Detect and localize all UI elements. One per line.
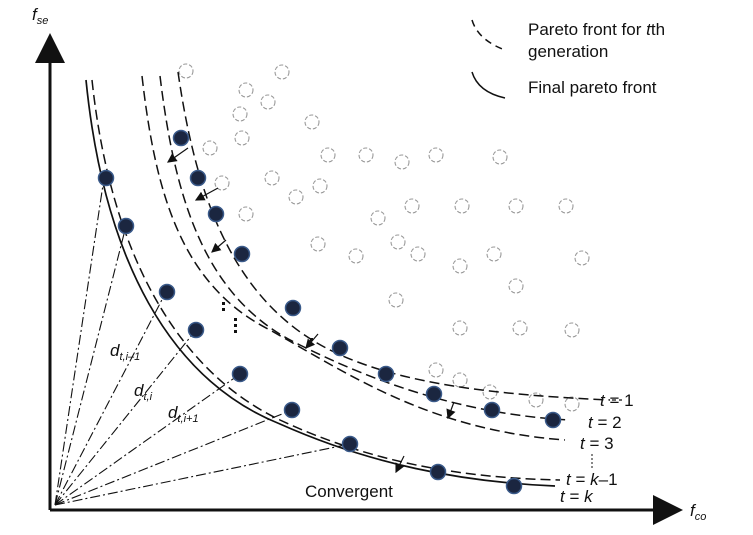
dominated-point [238,206,254,222]
dominated-point [452,258,468,274]
front-t2 [159,75,571,421]
legend-solid-line [471,71,506,99]
front-t3 [141,75,566,441]
label-t2: t = 2 [588,413,622,432]
dominated-point [310,236,326,252]
dominated-point [390,234,406,250]
label-tk1: t = k–1 [566,470,618,489]
dominated-point [304,114,320,130]
front-tk1 [91,79,561,481]
dominated-point [388,292,404,308]
distance-label-curr: dt,i [134,381,153,403]
nondominated-point [425,385,443,403]
nondominated-point [331,339,349,357]
front-final [85,79,556,487]
ellipsis-dots [222,302,313,341]
dominated-point [312,178,328,194]
dominated-point [202,140,218,156]
nondominated-point [189,169,207,187]
nondominated-point [283,401,301,419]
x-axis-label: fco [690,501,706,523]
nondominated-point [505,477,523,495]
front-labels: t = 1 t = 2 t = 3 t = k–1 t = k [560,391,634,506]
nondominated-point [429,463,447,481]
dominated-point [428,147,444,163]
dominated-point [528,392,544,408]
dominated-point [486,246,502,262]
dominated-point [264,170,280,186]
nondominated-point [97,169,115,187]
dominated-point [512,320,528,336]
y-axis-label: fse [32,5,48,27]
dominated-point [178,63,194,79]
dominated-point [452,372,468,388]
dominated-point [404,198,420,214]
progress-arrows [167,147,456,474]
nondominated-point [172,129,190,147]
dominated-point [348,248,364,264]
dominated-point [508,278,524,294]
dominated-point [274,64,290,80]
dominated-point [428,362,444,378]
dominated-point [288,189,304,205]
dominated-point [492,149,508,165]
pareto-fronts [85,71,611,487]
dominated-point [214,175,230,191]
dominated-point [320,147,336,163]
legend-dashed-line [471,19,506,51]
label-t1: t = 1 [600,391,634,410]
distance-labels: dt,i–1 dt,i dt,i+1 [110,341,199,425]
legend-dashed-label-2: generation [528,42,608,61]
legend-dashed-label-1: Pareto front for tth [528,20,665,39]
dominated-point [558,198,574,214]
dominated-point [564,396,580,412]
nondominated-point [187,321,205,339]
legend: Pareto front for tth generation Final pa… [471,19,665,99]
dominated-point [358,147,374,163]
dominated-point [238,82,254,98]
dominated-point [508,198,524,214]
nondominated-point [117,217,135,235]
dominated-point [564,322,580,338]
nondominated-point [207,205,225,223]
legend-solid-label: Final pareto front [528,78,657,97]
nondominated-point [544,411,562,429]
dominated-point [410,246,426,262]
distance-rays [54,177,351,506]
dominated-point [394,154,410,170]
label-tk: t = k [560,487,594,506]
convergent-label: Convergent [305,482,393,501]
dominated-point [574,250,590,266]
nondominated-point [483,401,501,419]
dominated-point [454,198,470,214]
distance-label-prev: dt,i–1 [110,341,140,363]
dominated-point [232,106,248,122]
dominated-point [234,130,250,146]
nondominated-point [341,435,359,453]
nondominated-point [231,365,249,383]
front-t1 [177,71,611,401]
dominated-point [370,210,386,226]
nondominated-point [284,299,302,317]
nondominated-point [158,283,176,301]
distance-label-next: dt,i+1 [168,403,199,425]
dominated-point [260,94,276,110]
dominated-points [178,63,590,412]
dominated-point [452,320,468,336]
nondominated-point [233,245,251,263]
nondominated-point [377,365,395,383]
nondominated-points [97,129,562,495]
label-t3: t = 3 [580,434,614,453]
